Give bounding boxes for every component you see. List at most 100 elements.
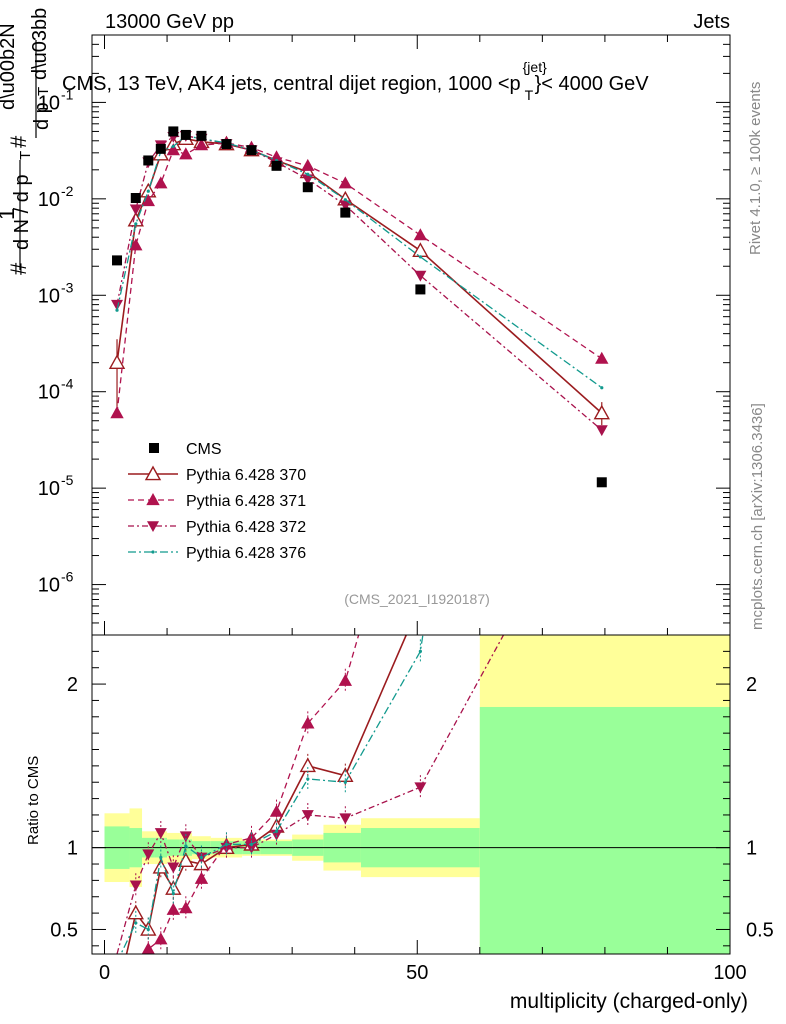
legend-marker — [147, 521, 159, 532]
ratio-point-4 — [199, 855, 204, 860]
series-point-2 — [179, 147, 193, 160]
series-point-2 — [110, 406, 124, 419]
series-point-4 — [115, 308, 119, 312]
svg-text:1: 1 — [0, 208, 19, 220]
y-tick-label: 10 — [38, 478, 60, 500]
legend-label: Pythia 6.428 372 — [186, 519, 306, 536]
data-point-cms — [340, 207, 351, 218]
svg-text:CMS, 13 TeV, AK4 jets, central: CMS, 13 TeV, AK4 jets, central dijet reg… — [62, 73, 521, 95]
svg-text:T: T — [35, 87, 52, 96]
ratio-point-4 — [249, 842, 254, 846]
legend-label: Pythia 6.428 371 — [186, 493, 306, 510]
series-point-2 — [154, 176, 168, 189]
y-tick-exponent: -6 — [61, 569, 74, 585]
series-point-1 — [593, 404, 610, 420]
y-tick-label: 10 — [38, 575, 60, 597]
ratio-y-tick-label-right: 1 — [746, 838, 757, 860]
ratio-point-3 — [245, 842, 258, 854]
data-point-cms — [221, 139, 232, 150]
watermark: (CMS_2021_I1920187) — [344, 591, 490, 607]
data-point-cms — [246, 145, 257, 156]
series-line-3 — [116, 135, 603, 431]
mcplots-label: mcplots.cern.ch [arXiv:1306.3436] — [749, 403, 766, 630]
data-point-cms — [130, 193, 141, 204]
series-point-1 — [412, 242, 429, 257]
y-tick-label: 10 — [38, 92, 60, 114]
ratio-y-axis-label: Ratio to CMS — [25, 756, 42, 845]
series-point-3 — [111, 299, 124, 311]
y-tick-exponent: -1 — [61, 86, 74, 102]
series-point-4 — [600, 386, 604, 390]
x-axis-label: multiplicity (charged-only) — [510, 990, 748, 1013]
series-point-2 — [413, 228, 428, 241]
svg-text:#: # — [6, 135, 31, 148]
header-left: 13000 GeV pp — [105, 11, 234, 33]
band-inner — [479, 706, 730, 954]
series-point-4 — [171, 144, 175, 148]
series-point-1 — [108, 354, 126, 369]
ratio-point-2 — [269, 804, 284, 817]
legend-marker-cms — [149, 443, 159, 453]
svg-text:d\u03bb: d\u03bb — [29, 8, 51, 80]
ratio-point-4 — [418, 649, 422, 653]
x-tick-label: 0 — [99, 962, 110, 984]
ratio-point-4 — [171, 891, 175, 896]
svg-text:T: T — [17, 151, 34, 160]
series-point-3 — [129, 204, 142, 216]
series-point-2 — [595, 351, 609, 364]
ratio-point-2 — [154, 932, 168, 945]
ratio-y-tick-label: 2 — [67, 674, 78, 696]
legend-marker — [146, 493, 160, 506]
ratio-point-3 — [301, 810, 314, 821]
series-line-4 — [116, 135, 603, 389]
y-tick-exponent: -5 — [61, 472, 74, 488]
series-point-4 — [146, 189, 150, 193]
y-tick-label: 10 — [38, 189, 60, 211]
header-right: Jets — [693, 11, 730, 33]
ratio-point-4 — [274, 829, 279, 833]
svg-text:#: # — [6, 262, 31, 275]
ratio-point-3 — [142, 849, 155, 861]
series-line-1 — [116, 137, 603, 414]
ratio-y-tick-label: 0.5 — [50, 919, 78, 941]
series-point-4 — [418, 255, 422, 259]
ratio-point-1 — [299, 757, 316, 773]
main-y-axis-label: # d N / d p T 1 # d p T d\u03bb d\u00b2N — [0, 8, 53, 275]
y-tick-exponent: -4 — [61, 376, 74, 392]
legend-marker — [151, 550, 155, 554]
ratio-line-2 — [140, 635, 360, 954]
legend-label: Pythia 6.428 370 — [186, 467, 306, 484]
series-point-4 — [343, 198, 347, 202]
data-point-cms — [415, 284, 426, 295]
ratio-point-4 — [343, 780, 347, 784]
data-point-cms — [155, 143, 166, 154]
data-point-cms — [180, 129, 191, 140]
series-point-3 — [595, 425, 608, 437]
ratio-point-4 — [224, 842, 229, 846]
data-point-cms — [596, 477, 607, 488]
ratio-y-tick-label-right: 2 — [746, 674, 757, 696]
data-point-cms — [302, 182, 313, 193]
ratio-point-4 — [306, 777, 310, 781]
y-tick-label: 10 — [38, 382, 60, 404]
series-point-3 — [301, 174, 314, 186]
ratio-point-4 — [184, 844, 188, 848]
ratio-y-tick-label: 1 — [67, 838, 78, 860]
series-point-3 — [339, 200, 352, 212]
series-point-2 — [338, 176, 353, 189]
series-point-4 — [306, 172, 310, 176]
ratio-plot-frame — [91, 634, 731, 955]
chart-title: CMS, 13 TeV, AK4 jets, central dijet reg… — [62, 59, 649, 103]
ratio-point-2 — [141, 942, 155, 954]
legend-marker — [144, 465, 162, 481]
svg-text:d\u00b2N: d\u00b2N — [0, 23, 19, 110]
data-point-cms — [168, 126, 179, 137]
x-tick-label: 100 — [713, 962, 746, 984]
series-point-2 — [129, 238, 143, 251]
series-point-3 — [414, 270, 427, 282]
ratio-point-3 — [167, 862, 180, 874]
ratio-point-2 — [194, 871, 209, 884]
ratio-point-3 — [414, 782, 427, 794]
series-point-4 — [134, 222, 138, 226]
